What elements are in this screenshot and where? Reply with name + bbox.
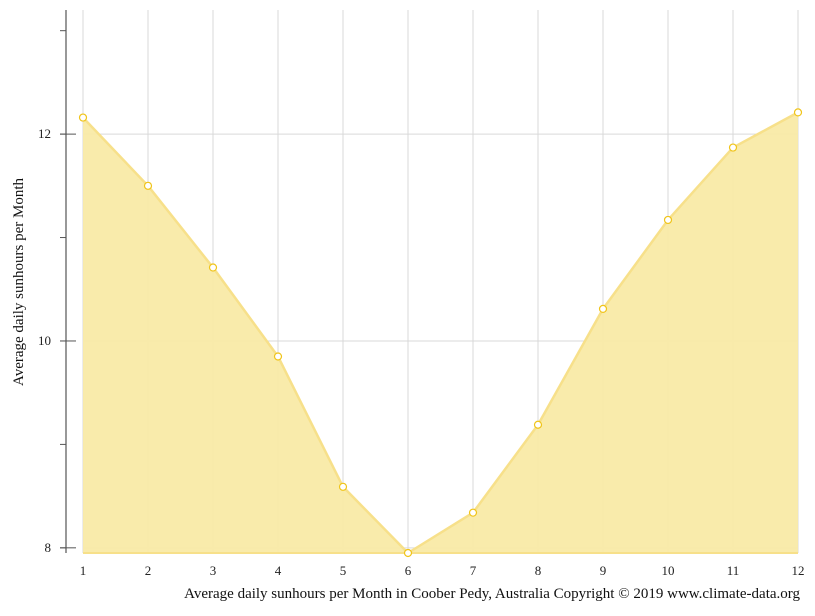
x-tick-label: 1 — [80, 563, 87, 578]
y-tick-label: 10 — [38, 333, 51, 348]
data-point — [338, 482, 348, 491]
x-tick-label: 11 — [727, 563, 740, 578]
y-axis-label: Average daily sunhours per Month — [11, 178, 27, 387]
data-point — [403, 548, 413, 558]
x-tick-label: 12 — [792, 563, 805, 578]
area-series — [82, 111, 799, 555]
data-point — [728, 143, 738, 152]
data-point — [208, 263, 218, 272]
area-fill — [83, 112, 798, 553]
x-tick-label: 4 — [275, 563, 282, 578]
x-tick-label: 6 — [405, 563, 412, 578]
data-point — [533, 420, 543, 429]
x-tick-label: 8 — [535, 563, 542, 578]
data-point — [663, 215, 673, 225]
series-line — [82, 111, 799, 555]
x-tick-label: 2 — [145, 563, 152, 578]
data-point — [598, 304, 608, 314]
data-points — [78, 108, 803, 558]
x-tick-label: 9 — [600, 563, 607, 578]
x-tick-label: 5 — [340, 563, 347, 578]
y-tick-label: 8 — [45, 540, 52, 555]
x-tick-label: 10 — [662, 563, 675, 578]
y-tick-label: 12 — [38, 126, 51, 141]
data-point — [273, 352, 283, 361]
data-point — [793, 108, 803, 117]
x-tick-label: 7 — [470, 563, 477, 578]
data-point — [78, 113, 88, 122]
data-point — [143, 181, 153, 190]
x-tick-label: 3 — [210, 563, 217, 578]
data-point — [468, 508, 478, 517]
chart-caption: Average daily sunhours per Month in Coob… — [184, 586, 800, 602]
axes — [60, 10, 76, 553]
